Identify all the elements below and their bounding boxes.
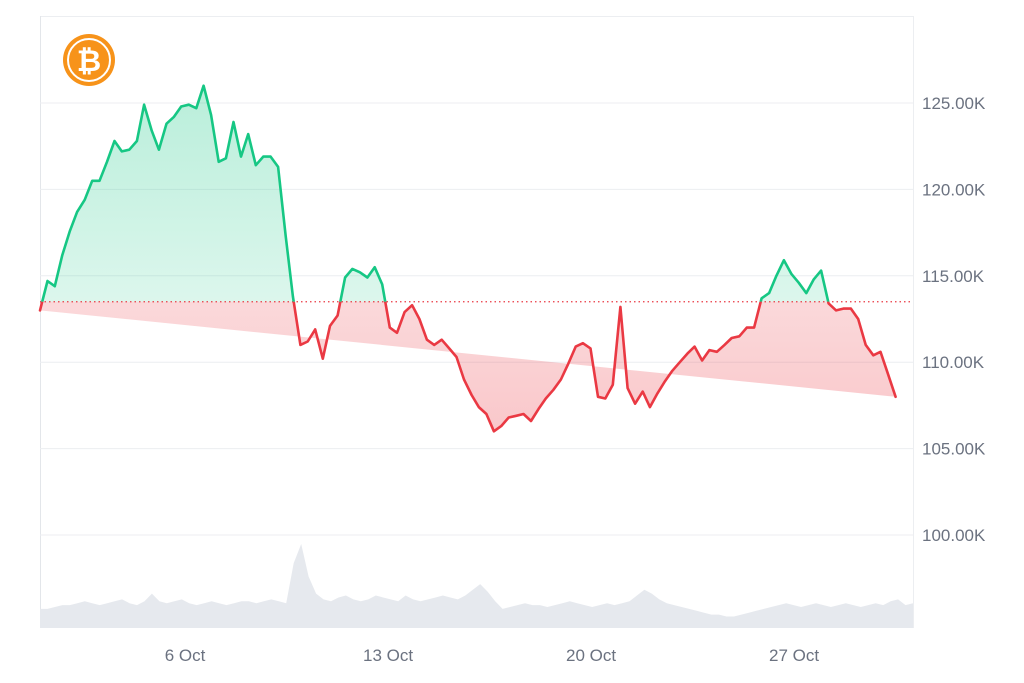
- price-line-below-baseline: [38, 301, 897, 433]
- y-axis: 125.00K 120.00K 115.00K 110.00K 105.00K 100.0…: [922, 94, 986, 545]
- bitcoin-symbol: ₿: [77, 45, 101, 78]
- price-line-above-baseline: [40, 84, 830, 302]
- y-tick-label: 115.00K: [922, 267, 985, 286]
- x-tick-label: 6 Oct: [165, 646, 206, 665]
- y-tick-label: 100.00K: [922, 526, 986, 545]
- area-below-baseline: [40, 301, 896, 432]
- x-tick-label: 13 Oct: [363, 646, 413, 665]
- y-tick-label: 110.00K: [922, 353, 985, 372]
- y-tick-label: 105.00K: [922, 440, 986, 459]
- y-tick-label: 125.00K: [922, 94, 986, 113]
- volume-area: [40, 544, 913, 628]
- y-tick-label: 120.00K: [922, 180, 986, 199]
- x-tick-label: 20 Oct: [566, 646, 616, 665]
- area-above-baseline: [42, 85, 829, 302]
- bitcoin-icon: ₿: [63, 34, 115, 86]
- x-axis: 6 Oct 13 Oct 20 Oct 27 Oct: [165, 646, 820, 665]
- x-tick-label: 27 Oct: [769, 646, 819, 665]
